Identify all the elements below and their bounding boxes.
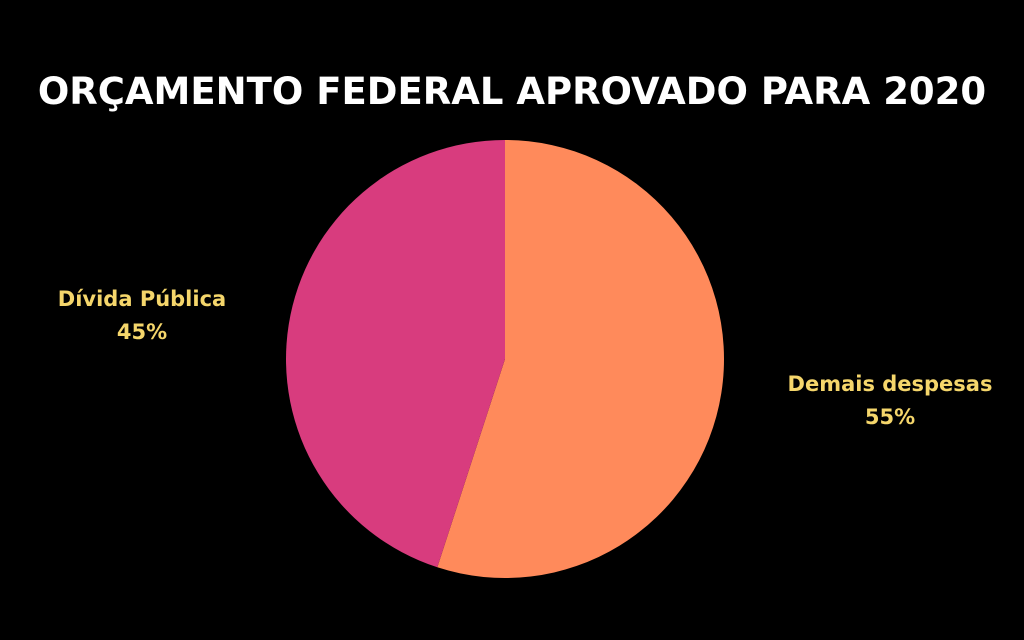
chart-title: ORÇAMENTO FEDERAL APROVADO PARA 2020: [37, 70, 987, 113]
pie-slice-divida-publica: [286, 140, 505, 568]
slice-label-divida-publica: Dívida Pública 45%: [42, 283, 242, 348]
pie-slice-demais-despesas: [437, 140, 724, 578]
slice-name-label: Dívida Pública: [57, 287, 227, 311]
slice-value-label: 45%: [116, 319, 168, 344]
slice-name-label: Demais despesas: [787, 372, 993, 396]
slice-label-demais-despesas: Demais despesas 55%: [770, 368, 1010, 433]
slice-value-label: 55%: [864, 404, 916, 429]
